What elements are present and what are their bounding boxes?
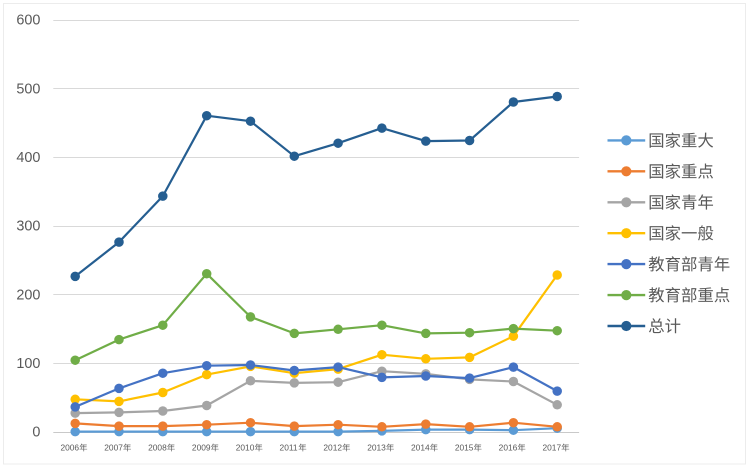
svg-text:0: 0 — [32, 425, 40, 441]
svg-text:2009: 2009 — [192, 443, 211, 453]
svg-text:300: 300 — [16, 219, 40, 235]
svg-text:2010: 2010 — [236, 443, 255, 453]
svg-text:2006: 2006 — [60, 443, 79, 453]
svg-text:2014: 2014 — [411, 443, 430, 453]
svg-text:2007: 2007 — [104, 443, 123, 453]
svg-text:2017: 2017 — [542, 443, 561, 453]
svg-text:600: 600 — [16, 13, 40, 29]
svg-text:2015: 2015 — [455, 443, 474, 453]
svg-text:200: 200 — [16, 287, 40, 303]
svg-text:2013: 2013 — [367, 443, 386, 453]
svg-text:100: 100 — [16, 356, 40, 372]
svg-text:2012: 2012 — [323, 443, 342, 453]
svg-text:2008: 2008 — [148, 443, 167, 453]
svg-text:400: 400 — [16, 150, 40, 166]
svg-text:500: 500 — [16, 81, 40, 97]
svg-text:2016: 2016 — [499, 443, 518, 453]
svg-text:2011: 2011 — [280, 443, 298, 453]
